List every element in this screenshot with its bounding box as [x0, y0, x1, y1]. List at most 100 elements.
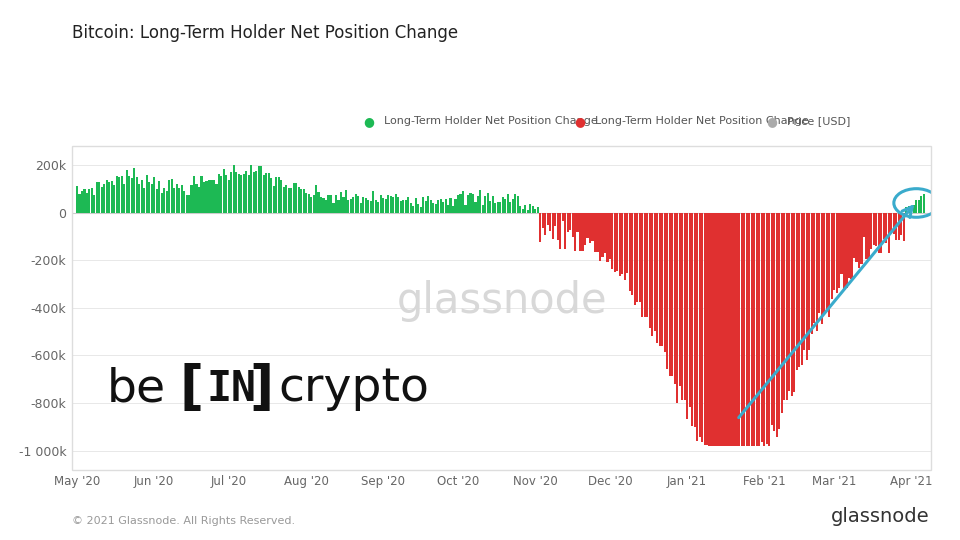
- Bar: [529, 205, 531, 213]
- Text: Long-Term Holder Net Position Change: Long-Term Holder Net Position Change: [595, 117, 809, 126]
- Bar: [880, 213, 882, 253]
- Text: ●: ●: [575, 115, 586, 128]
- Bar: [885, 213, 887, 242]
- Bar: [663, 213, 666, 352]
- Bar: [681, 213, 684, 400]
- Bar: [196, 184, 198, 213]
- Bar: [412, 206, 415, 213]
- Bar: [362, 197, 365, 213]
- Bar: [554, 213, 556, 226]
- Bar: [263, 175, 265, 213]
- Bar: [323, 198, 324, 213]
- Bar: [537, 207, 539, 213]
- Bar: [485, 196, 487, 213]
- Bar: [852, 213, 855, 258]
- Bar: [390, 196, 392, 213]
- Bar: [251, 165, 252, 213]
- Bar: [855, 213, 857, 262]
- Bar: [477, 197, 479, 213]
- Bar: [519, 206, 521, 213]
- Bar: [208, 180, 210, 213]
- Bar: [838, 213, 840, 288]
- Bar: [171, 179, 173, 213]
- Bar: [372, 191, 374, 213]
- Bar: [571, 213, 574, 237]
- Bar: [427, 196, 429, 213]
- Bar: [780, 213, 782, 413]
- Bar: [507, 194, 509, 213]
- Bar: [257, 166, 260, 213]
- Bar: [626, 213, 629, 273]
- Bar: [343, 197, 345, 213]
- Bar: [315, 185, 317, 213]
- Bar: [915, 200, 918, 213]
- Bar: [129, 176, 131, 213]
- Bar: [285, 185, 287, 213]
- Bar: [609, 213, 611, 259]
- Bar: [841, 213, 843, 274]
- Bar: [846, 213, 848, 287]
- Bar: [393, 197, 395, 213]
- Bar: [307, 194, 310, 213]
- Bar: [559, 213, 562, 249]
- Bar: [649, 213, 651, 328]
- Bar: [440, 199, 442, 213]
- Bar: [168, 180, 170, 213]
- Bar: [349, 199, 352, 213]
- Bar: [399, 201, 402, 213]
- Bar: [245, 171, 248, 213]
- Bar: [641, 213, 643, 317]
- Bar: [377, 202, 379, 213]
- Bar: [696, 213, 698, 441]
- Bar: [509, 202, 512, 213]
- Bar: [758, 213, 760, 446]
- Bar: [198, 187, 200, 213]
- Bar: [454, 199, 457, 213]
- Bar: [532, 206, 534, 213]
- Bar: [215, 184, 218, 213]
- Bar: [290, 188, 292, 213]
- Bar: [569, 213, 571, 231]
- Bar: [429, 200, 432, 213]
- Bar: [733, 213, 735, 446]
- Bar: [273, 186, 275, 213]
- Text: © 2021 Glassnode. All Rights Reserved.: © 2021 Glassnode. All Rights Reserved.: [72, 516, 295, 526]
- Bar: [457, 195, 459, 213]
- Bar: [913, 205, 915, 213]
- Bar: [751, 213, 753, 446]
- Bar: [731, 213, 733, 446]
- Bar: [183, 191, 185, 213]
- Bar: [280, 180, 282, 213]
- Bar: [596, 213, 598, 252]
- Bar: [252, 172, 254, 213]
- Bar: [442, 202, 444, 213]
- Bar: [902, 213, 905, 241]
- Bar: [233, 165, 235, 213]
- Bar: [584, 213, 587, 245]
- Bar: [467, 195, 469, 213]
- Bar: [833, 213, 835, 289]
- Bar: [674, 213, 676, 384]
- Bar: [228, 180, 230, 213]
- Bar: [300, 188, 302, 213]
- Text: IN: IN: [207, 368, 257, 410]
- Bar: [890, 213, 893, 232]
- Bar: [813, 213, 815, 323]
- Bar: [754, 213, 756, 446]
- Bar: [634, 213, 636, 305]
- Bar: [701, 213, 703, 442]
- Bar: [699, 213, 701, 437]
- Bar: [101, 186, 103, 213]
- Bar: [352, 197, 354, 213]
- Bar: [131, 178, 132, 213]
- Bar: [265, 173, 267, 213]
- Bar: [240, 175, 243, 213]
- Bar: [158, 181, 160, 213]
- Bar: [768, 213, 770, 446]
- Bar: [808, 213, 810, 350]
- Bar: [830, 213, 832, 299]
- Bar: [360, 204, 362, 213]
- Bar: [108, 182, 110, 213]
- Bar: [435, 204, 437, 213]
- Bar: [726, 213, 728, 446]
